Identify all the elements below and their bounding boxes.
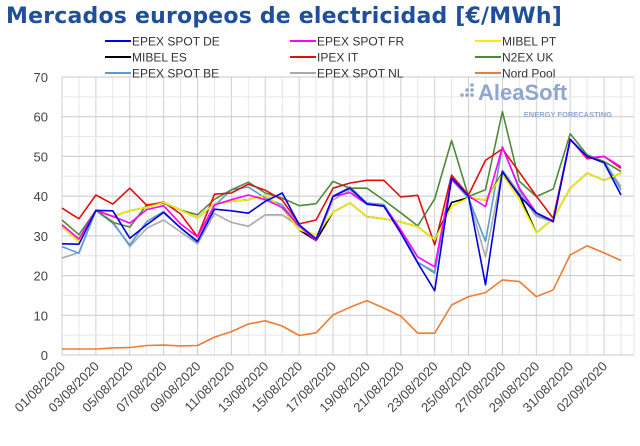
logo-dot <box>470 88 474 92</box>
y-tick-label: 60 <box>34 110 48 125</box>
logo-dot <box>465 88 469 92</box>
y-tick-label: 70 <box>34 70 48 85</box>
logo-dot <box>470 83 474 87</box>
series-line-epex-spot-de <box>61 138 622 292</box>
series-line-epex-spot-fr <box>61 138 622 268</box>
legend-label: EPEX SPOT NL <box>317 67 404 81</box>
series-line-nord-pool <box>62 245 622 350</box>
logo-dot <box>465 93 469 97</box>
logo-dot <box>470 93 474 97</box>
legend-label: MIBEL ES <box>132 51 187 65</box>
aleasoft-logo: AleaSoft ENERGY FORECASTING <box>460 80 612 119</box>
logo-tagline: ENERGY FORECASTING <box>524 110 612 119</box>
series-line-mibel-pt <box>61 172 622 243</box>
legend-label: EPEX SPOT BE <box>132 67 219 81</box>
legend-label: MIBEL PT <box>502 35 557 49</box>
chart-title: Mercados europeos de electricidad [€/MWh… <box>6 4 562 29</box>
series-line-ipex-it <box>61 138 622 246</box>
legend-label: N2EX UK <box>502 51 553 65</box>
legend-label: IPEX IT <box>317 51 359 65</box>
y-tick-label: 30 <box>34 229 48 244</box>
logo-dot <box>460 93 464 97</box>
y-tick-label: 0 <box>41 348 48 363</box>
legend-label: EPEX SPOT FR <box>317 35 404 49</box>
legend-label: Nord Pool <box>502 67 555 81</box>
legend-label: EPEX SPOT DE <box>132 35 220 49</box>
y-tick-label: 50 <box>34 149 48 164</box>
y-tick-label: 10 <box>34 308 48 323</box>
y-tick-label: 20 <box>34 269 48 284</box>
y-tick-label: 40 <box>34 189 48 204</box>
logo-name: AleaSoft <box>478 80 568 105</box>
